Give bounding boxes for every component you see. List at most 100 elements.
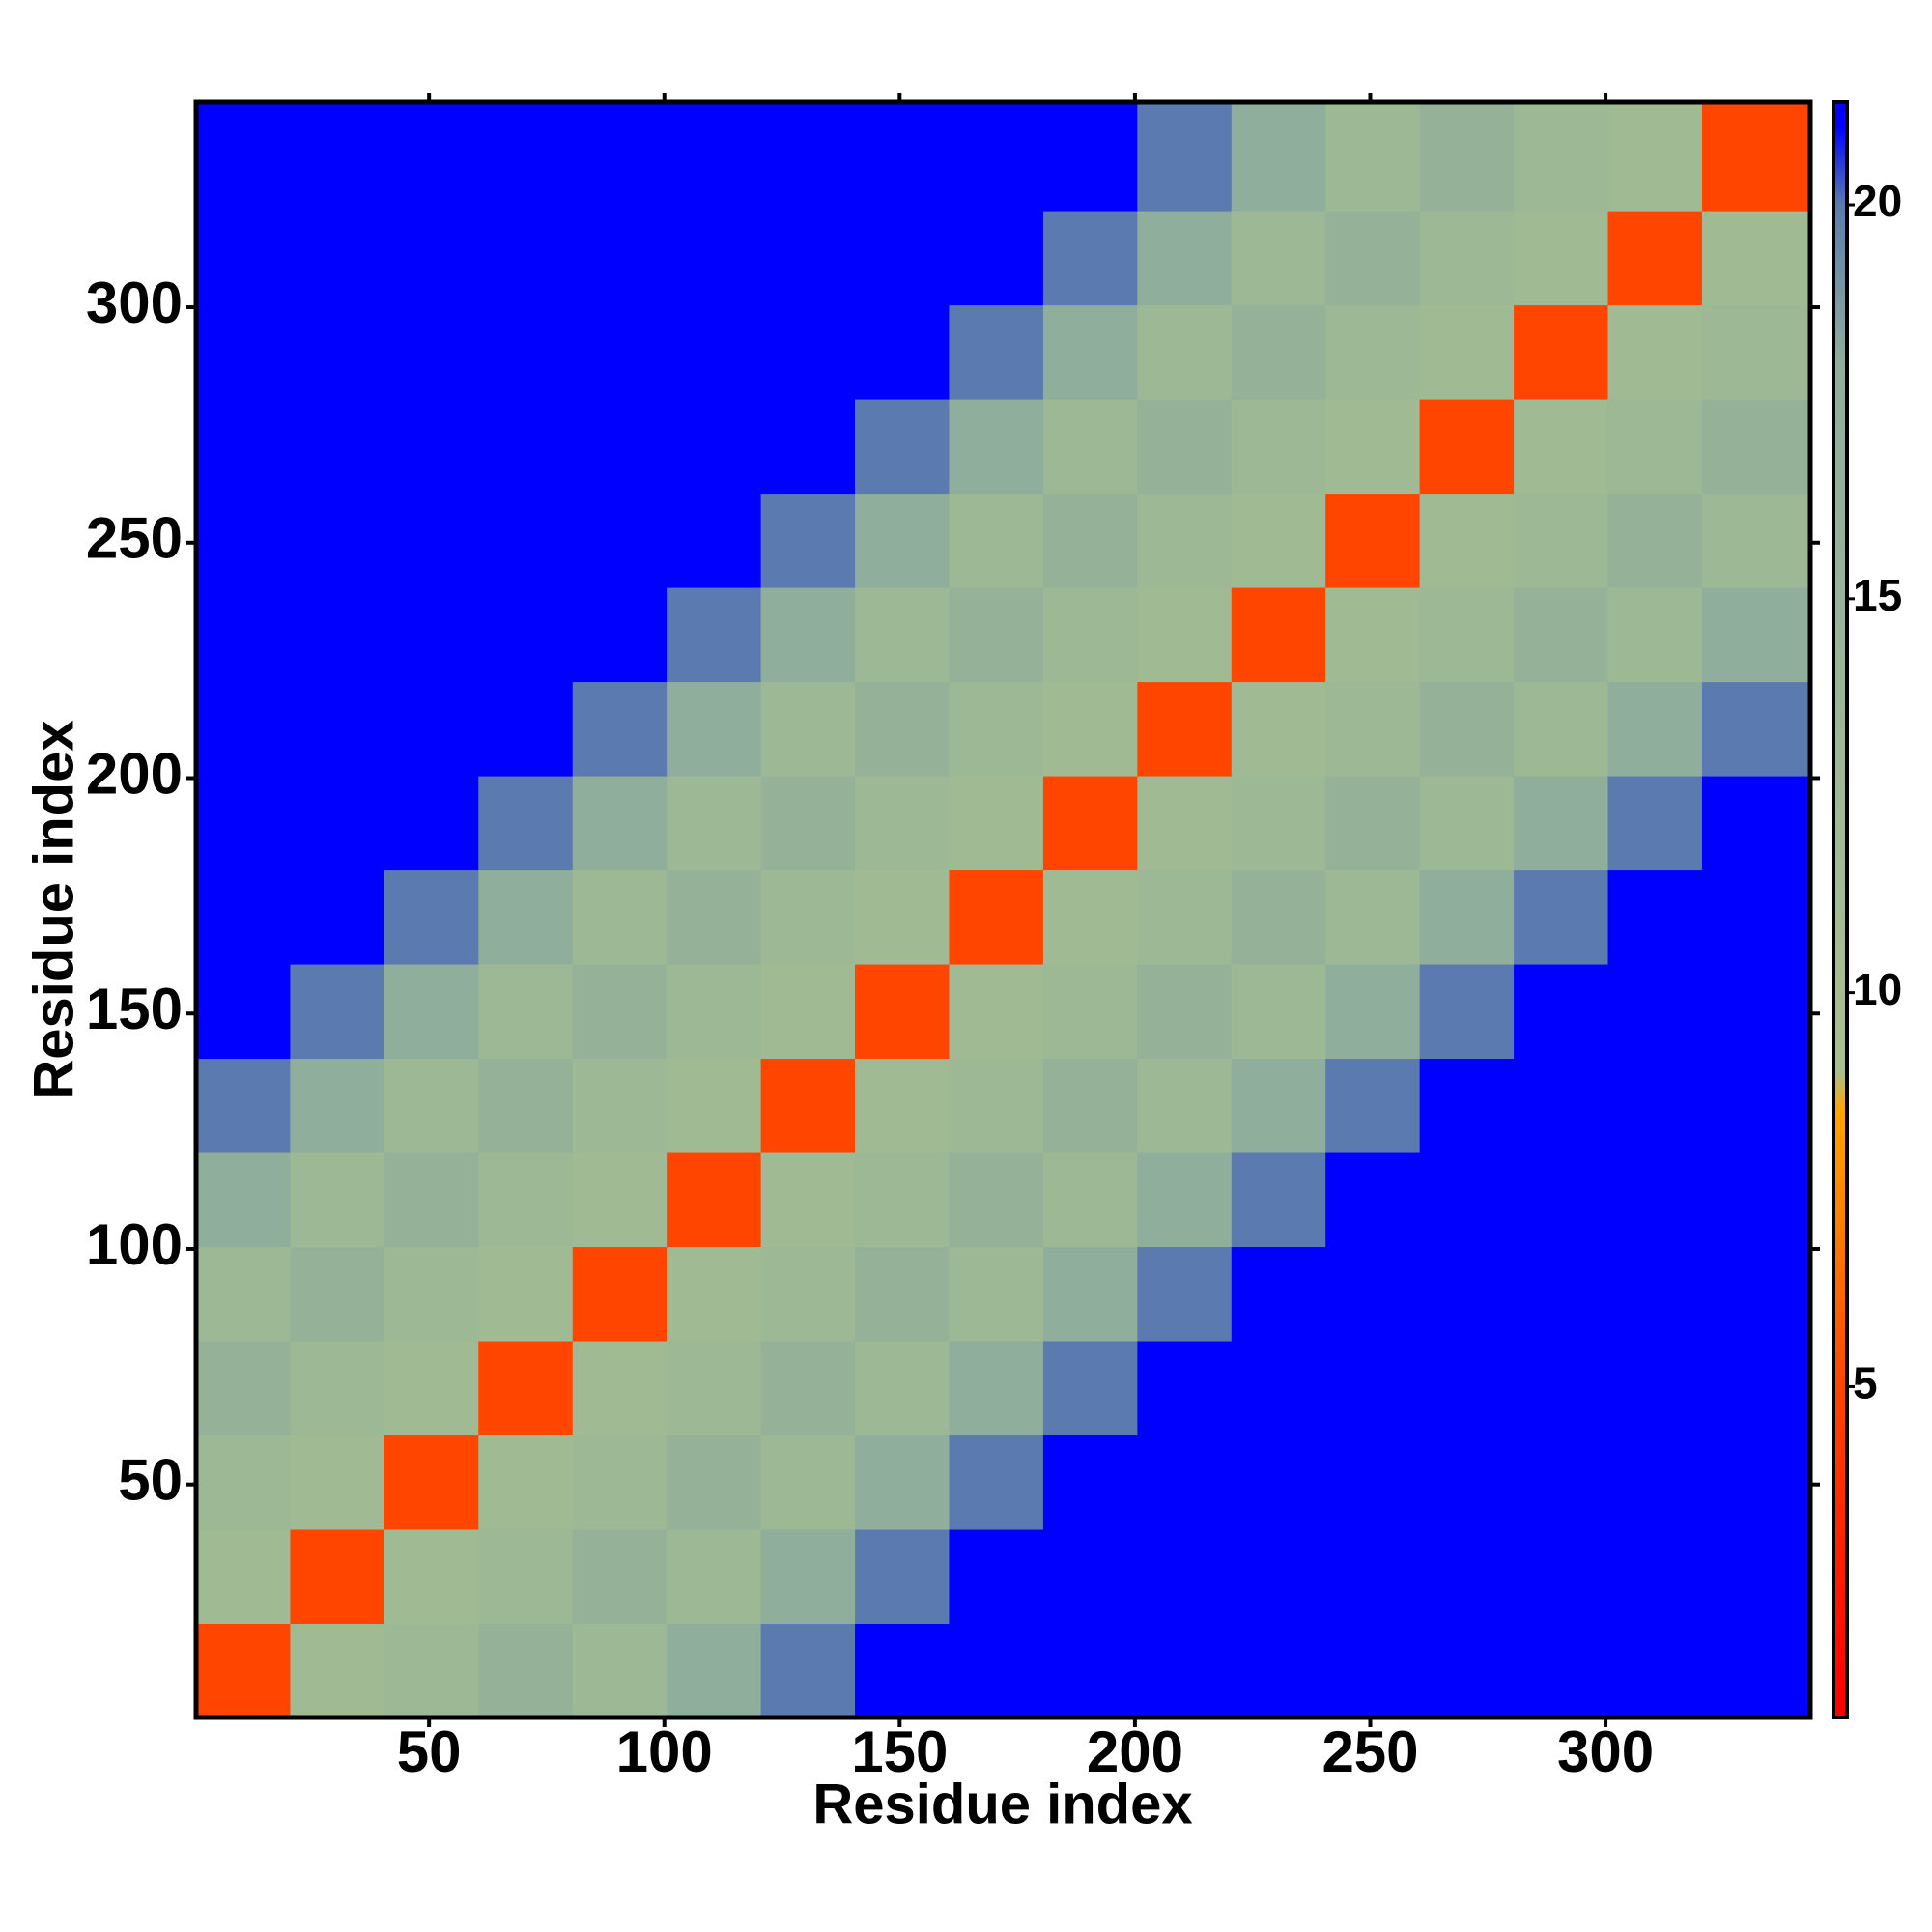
heatmap-cell <box>478 1246 574 1342</box>
heatmap-cell <box>1137 776 1233 871</box>
heatmap-cell <box>1137 1341 1233 1436</box>
heatmap-cell <box>1042 304 1138 400</box>
heatmap-cell <box>290 1058 385 1153</box>
heatmap-cell <box>1042 1058 1138 1153</box>
heatmap-cell <box>196 304 291 400</box>
heatmap-cell <box>196 102 291 212</box>
heatmap-cell <box>1419 964 1515 1060</box>
heatmap-cell <box>1325 1623 1421 1719</box>
heatmap-cell <box>1042 964 1138 1060</box>
heatmap-cell <box>1419 1435 1515 1530</box>
heatmap-cell <box>384 304 479 400</box>
heatmap-cell <box>1042 1529 1138 1625</box>
heatmap-cell <box>290 1435 385 1530</box>
heatmap-cell <box>1607 1529 1703 1625</box>
heatmap-cell <box>667 493 762 588</box>
heatmap-cell <box>760 304 856 400</box>
heatmap-cell <box>1514 211 1609 306</box>
heatmap-cell <box>1137 681 1233 777</box>
heatmap-cell <box>478 1341 574 1436</box>
heatmap-cell <box>667 1152 762 1248</box>
heatmap-cell <box>290 493 385 588</box>
heatmap-cell <box>1325 493 1421 588</box>
heatmap-cell <box>572 1529 668 1625</box>
heatmap-cell <box>1701 1058 1811 1153</box>
heatmap-cell <box>667 681 762 777</box>
y-tick-label: 100 <box>86 1212 183 1277</box>
heatmap-cell <box>290 587 385 683</box>
heatmap-cell <box>1231 1435 1326 1530</box>
heatmap-cell <box>855 1435 950 1530</box>
heatmap-cell <box>1231 1623 1326 1719</box>
heatmap-cell <box>760 964 856 1060</box>
heatmap-cell <box>1607 1623 1703 1719</box>
heatmap-cell <box>1514 102 1609 212</box>
heatmap-cell <box>949 1341 1044 1436</box>
heatmap-cell <box>572 211 668 306</box>
heatmap-cell <box>196 776 291 871</box>
heatmap-cell <box>1419 1529 1515 1625</box>
heatmap-cell <box>1137 102 1233 212</box>
heatmap-cell <box>1701 102 1811 212</box>
heatmap-cell <box>572 399 668 495</box>
y-tick-label: 300 <box>86 270 183 335</box>
heatmap-cell <box>855 587 950 683</box>
heatmap-cell <box>384 1152 479 1248</box>
heatmap-cell <box>1137 587 1233 683</box>
heatmap-cell <box>290 1246 385 1342</box>
heatmap-cell <box>1042 869 1138 965</box>
heatmap-cell <box>384 102 479 212</box>
heatmap-cell <box>1231 399 1326 495</box>
heatmap-cell <box>196 1435 291 1530</box>
heatmap-cell <box>760 869 856 965</box>
heatmap-cell <box>1607 869 1703 965</box>
colorbar-tick-label: 5 <box>1853 1358 1878 1408</box>
heatmap-cell <box>1231 776 1326 871</box>
heatmap-cell <box>196 1341 291 1436</box>
heatmap-cell <box>1325 1152 1421 1248</box>
heatmap-cell <box>290 1152 385 1248</box>
heatmap-cell <box>1514 1152 1609 1248</box>
heatmap-cell <box>572 587 668 683</box>
heatmap-cell <box>1419 399 1515 495</box>
heatmap-cell <box>667 587 762 683</box>
heatmap-cell <box>1325 211 1421 306</box>
heatmap-cell <box>1607 102 1703 212</box>
heatmap-cell <box>1419 681 1515 777</box>
heatmap-cell <box>1607 587 1703 683</box>
heatmap-cell <box>572 1341 668 1436</box>
heatmap-cell <box>1042 399 1138 495</box>
heatmap-cell <box>1419 1341 1515 1436</box>
heatmap-cell <box>196 1623 291 1719</box>
heatmap-cell <box>1137 1623 1233 1719</box>
heatmap-cell <box>1042 681 1138 777</box>
heatmap-cell <box>1325 776 1421 871</box>
heatmap-cell <box>1325 681 1421 777</box>
heatmap-cell <box>384 1341 479 1436</box>
heatmap-cell <box>760 211 856 306</box>
heatmap-cell <box>1419 493 1515 588</box>
heatmap-cell <box>572 681 668 777</box>
heatmap-cell <box>1419 1152 1515 1248</box>
heatmap-cell <box>949 964 1044 1060</box>
colorbar-tick-label: 20 <box>1853 176 1902 226</box>
heatmap-cell <box>1607 1246 1703 1342</box>
heatmap-cell <box>1231 1529 1326 1625</box>
heatmap-cell <box>1042 1152 1138 1248</box>
heatmap-cell <box>1701 1623 1811 1719</box>
heatmap-cell <box>478 493 574 588</box>
heatmap-cell <box>1231 1058 1326 1153</box>
heatmap-cell <box>478 304 574 400</box>
heatmap-cell <box>760 776 856 871</box>
heatmap-cell <box>196 1246 291 1342</box>
heatmap-cell <box>1701 304 1811 400</box>
heatmap-cell <box>1419 304 1515 400</box>
colorbar-tick-label: 10 <box>1853 964 1902 1014</box>
heatmap-cell <box>1325 1058 1421 1153</box>
heatmap-cell <box>949 1246 1044 1342</box>
heatmap-cell <box>290 1529 385 1625</box>
heatmap-cell <box>1231 869 1326 965</box>
colorbar <box>1832 100 1849 1719</box>
heatmap-cell <box>1607 681 1703 777</box>
heatmap-cell <box>855 1246 950 1342</box>
